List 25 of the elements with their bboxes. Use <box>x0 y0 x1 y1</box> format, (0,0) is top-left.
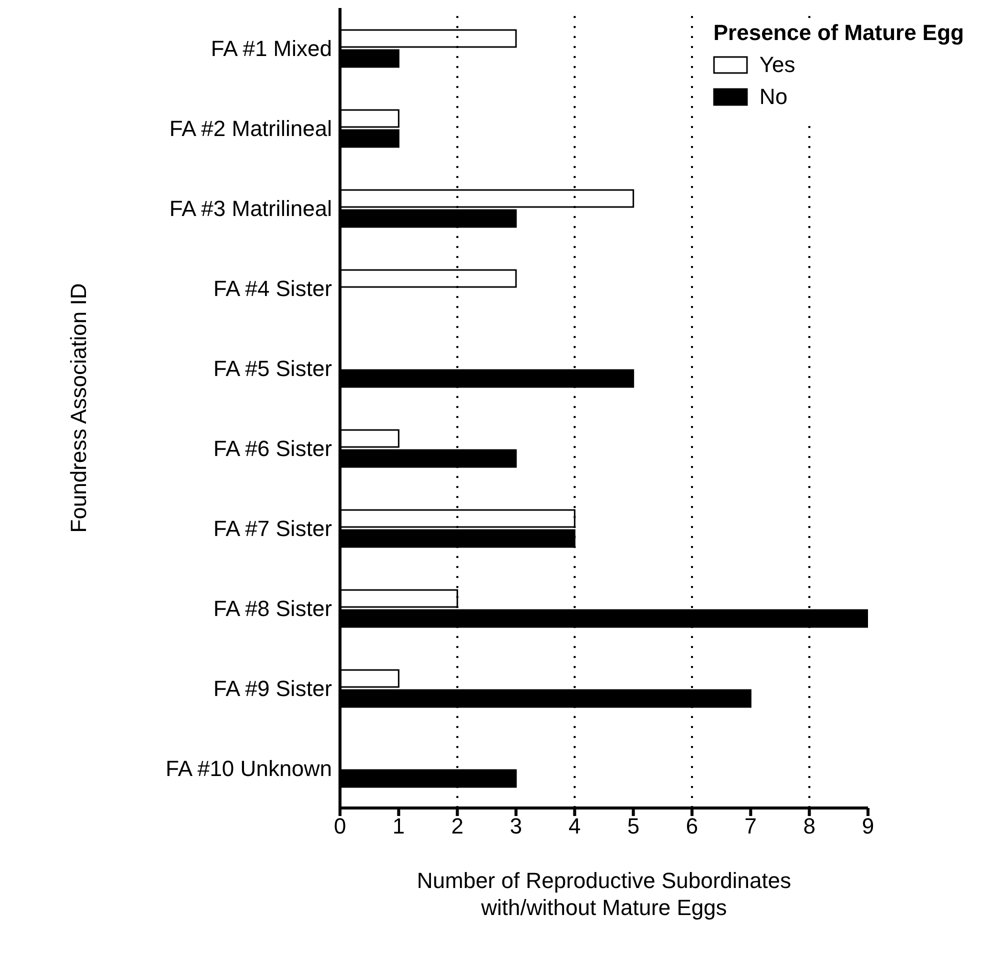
x-tick-label: 5 <box>627 814 640 839</box>
legend-title: Presence of Mature Egg <box>713 20 964 46</box>
x-tick-label: 4 <box>568 814 581 839</box>
y-axis-title: Foundress Association ID <box>66 283 91 533</box>
x-tick-label: 7 <box>744 814 757 839</box>
y-tick-label: FA #9 Sister <box>213 676 332 701</box>
legend-label: No <box>759 84 788 110</box>
x-tick-label: 8 <box>803 814 816 839</box>
y-tick-label: FA #7 Sister <box>213 516 332 541</box>
y-tick-label: FA #3 Matrilineal <box>169 196 332 221</box>
x-axis-title: Number of Reproductive Subordinates with/without Mature Eggs <box>416 868 792 920</box>
y-tick-label: FA #6 Sister <box>213 436 332 461</box>
x-tick-label: 6 <box>686 814 698 839</box>
y-tick-label: FA #4 Sister <box>213 276 332 301</box>
x-tick-label: 0 <box>334 814 346 839</box>
y-tick-label: FA #1 Mixed <box>210 36 332 61</box>
y-tick-label: FA #2 Matrilineal <box>169 116 332 141</box>
y-tick-label: FA #8 Sister <box>213 596 332 621</box>
x-tick-label: 2 <box>451 814 464 839</box>
legend-label: Yes <box>759 52 796 78</box>
x-tick-label: 3 <box>510 814 522 839</box>
x-tick-label: 1 <box>392 814 405 839</box>
x-tick-label: 9 <box>862 814 874 839</box>
y-tick-label: FA #10 Unknown <box>166 756 332 781</box>
y-tick-label: FA #5 Sister <box>213 356 332 381</box>
